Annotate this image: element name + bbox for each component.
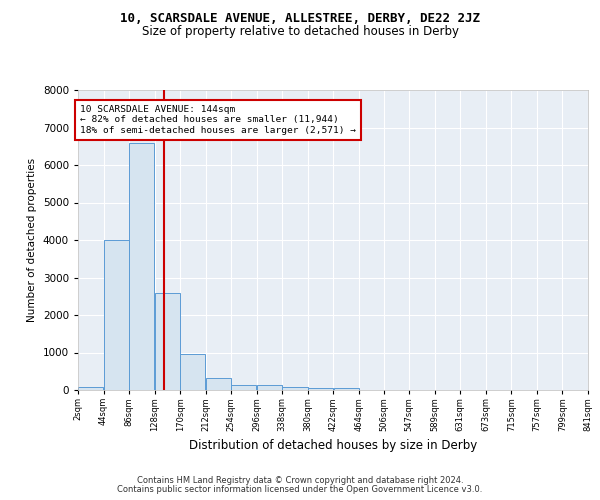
Bar (155, 292, 180, 390)
Bar (206, 378, 231, 390)
Text: 10, SCARSDALE AVENUE, ALLESTREE, DERBY, DE22 2JZ: 10, SCARSDALE AVENUE, ALLESTREE, DERBY, … (120, 12, 480, 26)
Text: 10 SCARSDALE AVENUE: 144sqm
← 82% of detached houses are smaller (11,944)
18% of: 10 SCARSDALE AVENUE: 144sqm ← 82% of det… (80, 105, 356, 135)
Bar (104, 240, 129, 390)
Text: Contains HM Land Registry data © Crown copyright and database right 2024.: Contains HM Land Registry data © Crown c… (137, 476, 463, 485)
Bar (130, 142, 154, 390)
Bar (334, 388, 359, 390)
Bar (257, 386, 282, 390)
Bar (181, 354, 205, 390)
X-axis label: Distribution of detached houses by size in Derby: Distribution of detached houses by size … (189, 440, 477, 452)
Bar (283, 387, 308, 390)
Y-axis label: Number of detached properties: Number of detached properties (27, 158, 37, 322)
Bar (232, 385, 256, 390)
Bar (78, 387, 103, 390)
Text: Size of property relative to detached houses in Derby: Size of property relative to detached ho… (142, 25, 458, 38)
Bar (308, 388, 333, 390)
Text: Contains public sector information licensed under the Open Government Licence v3: Contains public sector information licen… (118, 485, 482, 494)
